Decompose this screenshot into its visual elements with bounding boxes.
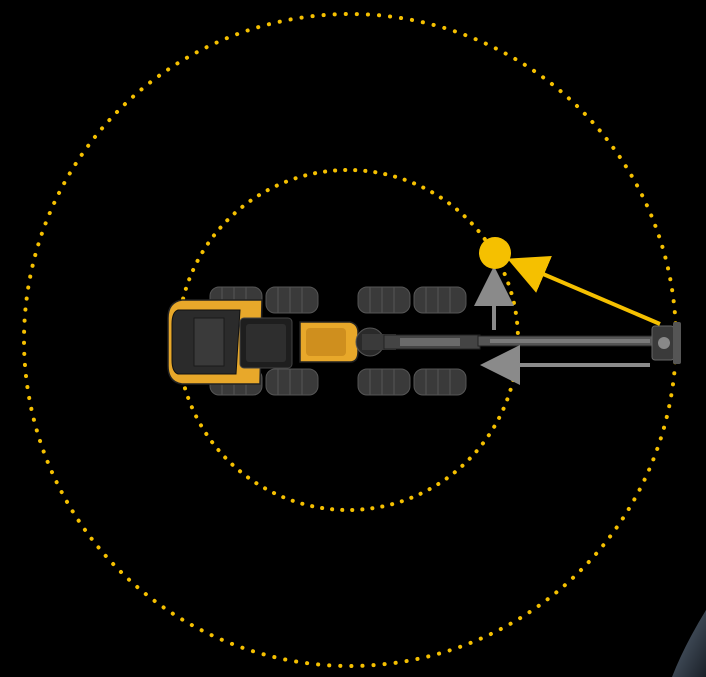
rock-texture-corner [672,610,706,677]
tire-icon [265,368,319,396]
yellow-direct-path-arrow [507,256,661,326]
harvester-machine-top-view [167,286,681,396]
tire-icon [265,286,319,314]
tire-icon [357,368,411,396]
tire-icon [413,368,467,396]
harvester-head [651,322,681,364]
target-point [479,237,511,269]
tire-icon [413,286,467,314]
tire-icon [357,286,411,314]
